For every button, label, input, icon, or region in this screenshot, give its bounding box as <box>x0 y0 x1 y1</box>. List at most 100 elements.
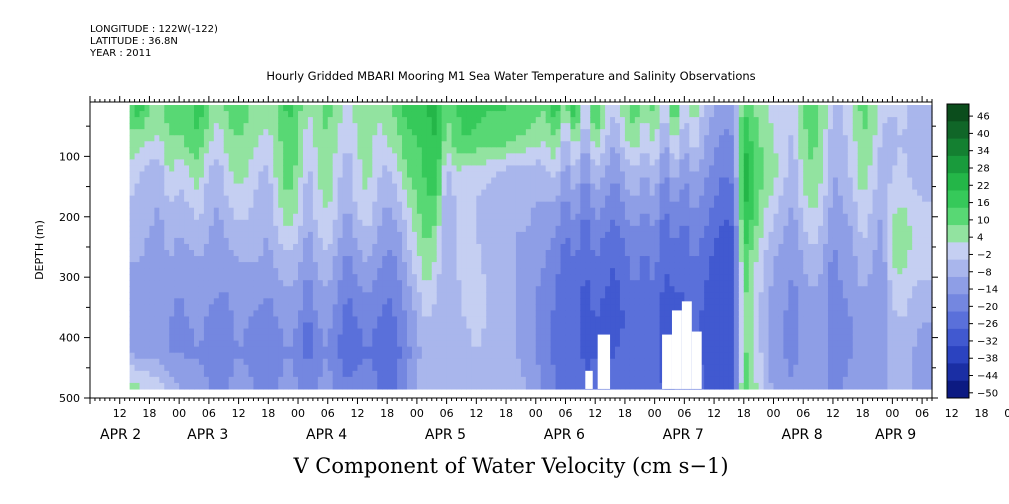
heatmap-cell <box>198 292 205 299</box>
heatmap-cell <box>590 382 596 390</box>
heatmap-cell <box>530 141 537 148</box>
heatmap-cell <box>530 213 537 221</box>
heatmap-cell <box>466 298 472 305</box>
heatmap-cell <box>525 207 532 215</box>
heatmap-cell <box>278 141 284 148</box>
longitude-label: LONGITUDE : 122W(-122) <box>90 24 218 35</box>
heatmap-cell <box>570 201 576 209</box>
heatmap-cell <box>194 310 200 318</box>
heatmap-cell <box>317 237 324 245</box>
heatmap-cell <box>367 352 373 360</box>
heatmap-cell <box>476 352 482 360</box>
heatmap-cell <box>218 364 225 372</box>
heatmap-cell <box>421 376 428 384</box>
heatmap-cell <box>154 117 160 124</box>
heatmap-cell <box>491 256 497 263</box>
heatmap-cell <box>273 262 279 269</box>
heatmap-cell <box>451 147 458 154</box>
heatmap-cell <box>619 117 626 124</box>
heatmap-cell <box>169 316 175 324</box>
heatmap-cell <box>585 165 591 173</box>
heatmap-cell <box>337 231 344 239</box>
heatmap-cell <box>302 213 309 221</box>
heatmap-cell <box>382 256 388 263</box>
heatmap-cell <box>307 105 314 112</box>
heatmap-cell <box>372 219 378 227</box>
heatmap-cell <box>367 382 373 390</box>
heatmap-cell <box>312 268 319 275</box>
heatmap-cell <box>476 316 482 324</box>
heatmap-cell <box>595 250 601 257</box>
heatmap-cell <box>466 328 472 336</box>
heatmap-cell <box>164 159 170 167</box>
heatmap-cell <box>357 159 364 167</box>
heatmap-cell <box>258 274 264 281</box>
heatmap-cell <box>223 129 230 136</box>
heatmap-cell <box>139 237 146 245</box>
heatmap-cell <box>263 322 269 330</box>
heatmap-cell <box>317 225 324 233</box>
heatmap-cell <box>575 123 581 130</box>
heatmap-cell <box>585 310 591 318</box>
heatmap-cell <box>154 322 160 330</box>
heatmap-cell <box>243 201 250 209</box>
heatmap-cell <box>154 243 160 251</box>
heatmap-cell <box>154 123 160 130</box>
heatmap-cell <box>585 250 591 257</box>
heatmap-cell <box>327 298 334 305</box>
heatmap-cell <box>208 165 215 173</box>
heatmap-cell <box>575 286 581 293</box>
heatmap-cell <box>416 123 423 130</box>
heatmap-cell <box>634 231 641 239</box>
heatmap-cell <box>610 352 616 360</box>
heatmap-cell <box>149 346 155 354</box>
heatmap-cell <box>149 225 155 233</box>
heatmap-cell <box>223 310 230 318</box>
heatmap-cell <box>189 129 195 136</box>
heatmap-cell <box>392 219 398 227</box>
heatmap-cell <box>243 310 250 318</box>
heatmap-cell <box>134 376 141 384</box>
heatmap-cell <box>501 177 507 185</box>
heatmap-cell <box>203 207 210 215</box>
heatmap-cell <box>223 328 230 336</box>
heatmap-cell <box>610 376 616 384</box>
heatmap-cell <box>134 201 141 209</box>
heatmap-cell <box>639 346 646 354</box>
heatmap-cell <box>179 117 185 124</box>
heatmap-cell <box>431 219 438 227</box>
heatmap-cell <box>342 286 349 293</box>
heatmap-cell <box>585 219 591 227</box>
heatmap-cell <box>600 159 606 167</box>
heatmap-cell <box>639 262 646 269</box>
heatmap-cell <box>288 135 294 142</box>
heatmap-cell <box>357 322 364 330</box>
heatmap-cell <box>347 207 354 215</box>
heatmap-cell <box>619 280 626 287</box>
heatmap-cell <box>426 322 433 330</box>
heatmap-cell <box>228 213 235 221</box>
heatmap-cell <box>402 237 408 245</box>
heatmap-cell <box>426 268 433 275</box>
heatmap-cell <box>644 322 651 330</box>
heatmap-cell <box>144 177 151 185</box>
heatmap-cell <box>253 237 259 245</box>
heatmap-cell <box>322 364 329 372</box>
heatmap-cell <box>590 183 596 191</box>
heatmap-cell <box>327 135 334 142</box>
heatmap-cell <box>372 231 378 239</box>
heatmap-cell <box>159 177 165 185</box>
heatmap-cell <box>362 316 368 324</box>
heatmap-cell <box>184 207 190 215</box>
heatmap-cell <box>525 153 532 160</box>
heatmap-cell <box>506 340 512 348</box>
heatmap-cell <box>327 286 334 293</box>
heatmap-cell <box>456 195 463 203</box>
heatmap-cell <box>416 219 423 227</box>
heatmap-cell <box>312 165 319 173</box>
heatmap-cell <box>511 310 517 318</box>
heatmap-cell <box>169 105 175 112</box>
heatmap-cell <box>179 256 185 263</box>
heatmap-cell <box>312 207 319 215</box>
heatmap-cell <box>515 123 522 130</box>
